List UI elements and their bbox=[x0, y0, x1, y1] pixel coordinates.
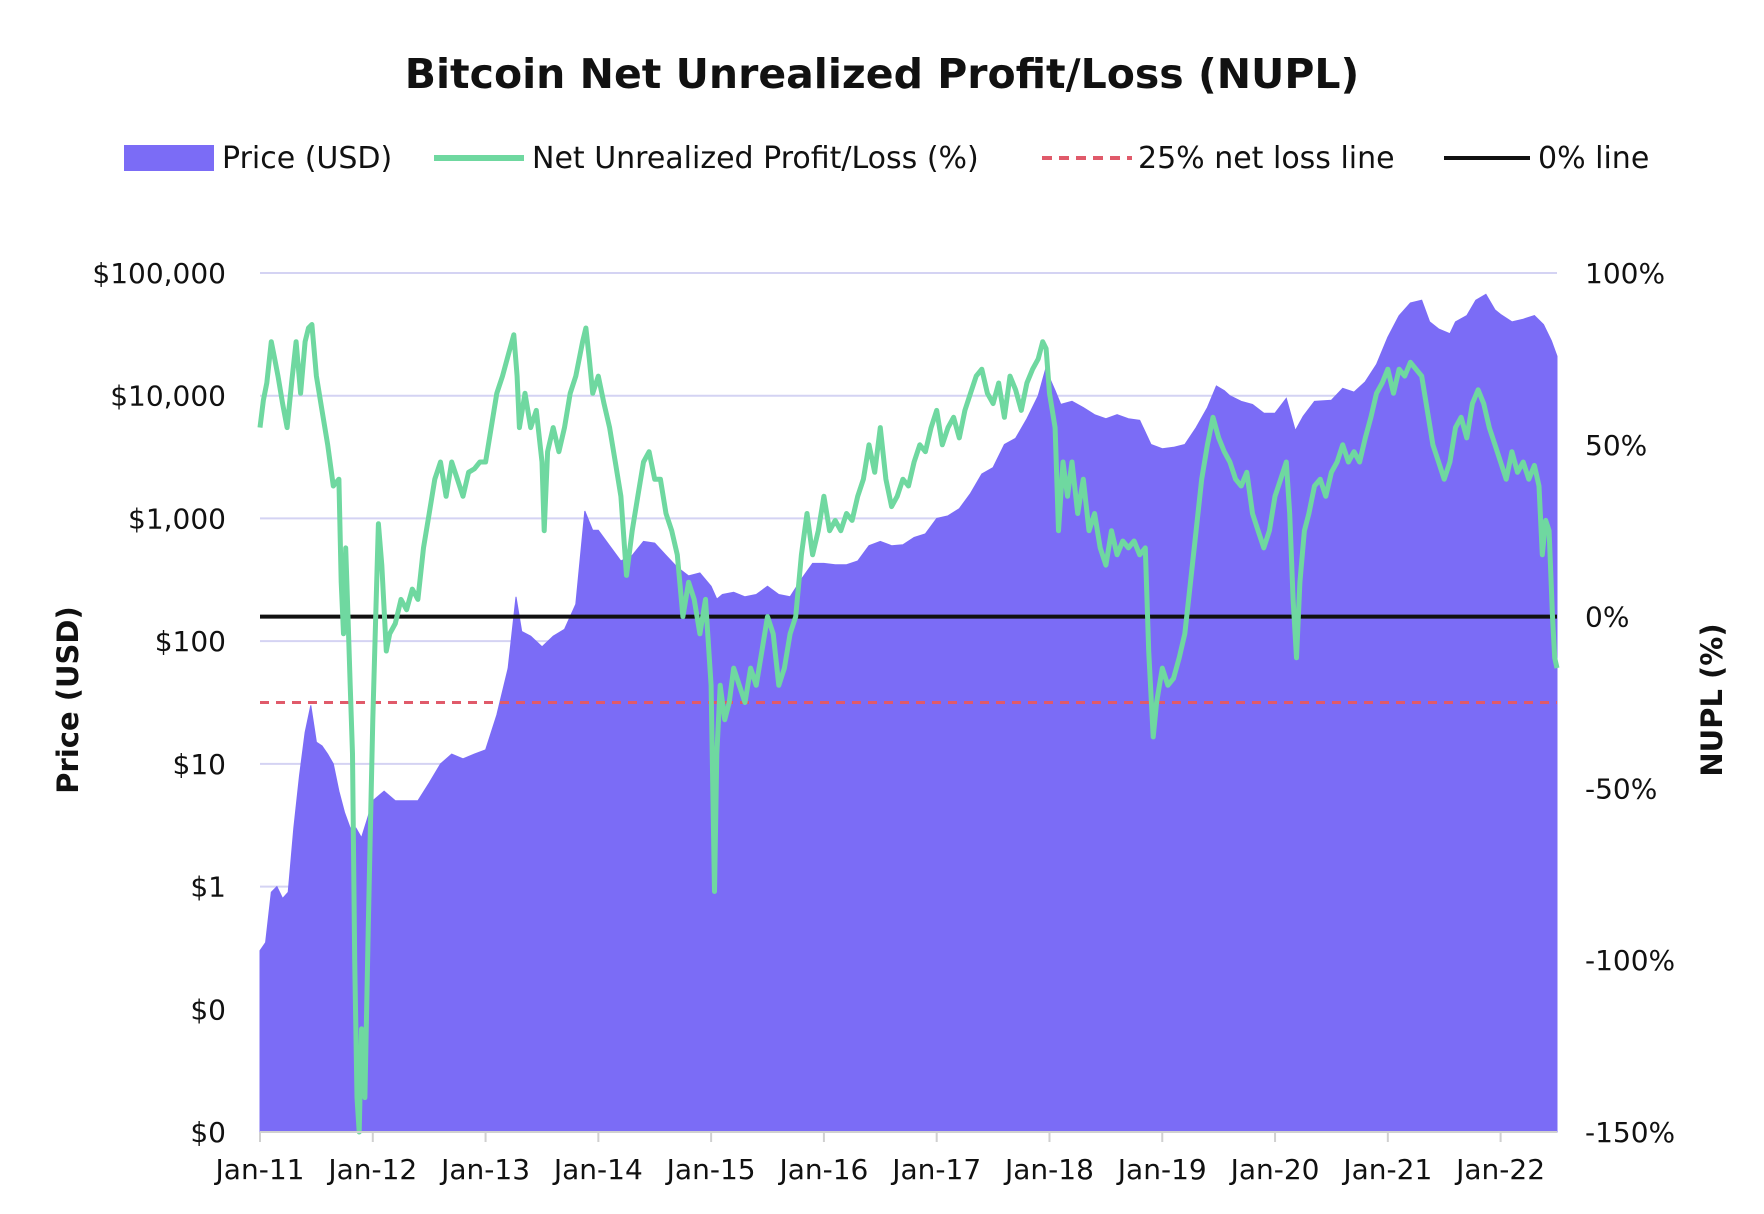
nupl-line-layer bbox=[257, 322, 1560, 1135]
y-right-tick-label: 100% bbox=[1585, 257, 1665, 290]
legend-price-label: Price (USD) bbox=[222, 141, 392, 176]
legend-loss-label: 25% net loss line bbox=[1138, 141, 1395, 176]
reference-lines bbox=[260, 614, 1557, 704]
x-tick-label: Jan-18 bbox=[1003, 1153, 1094, 1186]
x-tick-label: Jan-16 bbox=[777, 1153, 868, 1186]
y-left-tick-label: $10,000 bbox=[110, 380, 226, 413]
y-left-tick-label: $1,000 bbox=[128, 502, 226, 535]
y-left-axis-title: Price (USD) bbox=[51, 606, 85, 793]
y-right-tick-labels: 100% 50% 0% -50% -100% -150% bbox=[1585, 257, 1675, 1149]
legend-zero-label: 0% line bbox=[1538, 141, 1649, 176]
x-tick-label: Jan-13 bbox=[439, 1153, 530, 1186]
y-right-tick-label: -100% bbox=[1585, 944, 1675, 977]
x-tick-label: Jan-15 bbox=[665, 1153, 756, 1186]
x-tick-label: Jan-11 bbox=[214, 1153, 305, 1186]
y-left-tick-label: $100,000 bbox=[92, 257, 226, 290]
y-right-axis-title: NUPL (%) bbox=[1695, 623, 1729, 776]
legend-price-swatch bbox=[124, 145, 214, 171]
x-tick-label: Jan-21 bbox=[1341, 1153, 1432, 1186]
legend: Price (USD) Net Unrealized Profit/Loss (… bbox=[124, 141, 1649, 176]
y-right-tick-label: 0% bbox=[1585, 601, 1629, 634]
axes bbox=[259, 1131, 1557, 1142]
price-area-layer bbox=[259, 293, 1558, 1133]
x-tick-label: Jan-22 bbox=[1454, 1153, 1545, 1186]
y-right-tick-label: 50% bbox=[1585, 429, 1647, 462]
y-left-tick-label: $0 bbox=[190, 1116, 226, 1149]
x-tick-label: Jan-14 bbox=[552, 1153, 643, 1186]
x-tick-label: Jan-19 bbox=[1116, 1153, 1207, 1186]
y-left-tick-label: $0 bbox=[190, 993, 226, 1026]
y-right-tick-label: -50% bbox=[1585, 772, 1657, 805]
y-left-tick-label: $1 bbox=[190, 871, 226, 904]
x-tick-labels: Jan-11 Jan-12 Jan-13 Jan-14 Jan-15 Jan-16 Jan-… bbox=[214, 1153, 1546, 1186]
y-left-tick-label: $10 bbox=[173, 748, 226, 781]
chart-title: Bitcoin Net Unrealized Profit/Loss (NUPL… bbox=[405, 50, 1360, 98]
nupl-line bbox=[257, 322, 1560, 1135]
y-left-tick-label: $100 bbox=[155, 625, 226, 658]
legend-nupl-label: Net Unrealized Profit/Loss (%) bbox=[532, 141, 979, 176]
y-left-tick-labels: $100,000 $10,000 $1,000 $100 $10 $1 $0 $0 bbox=[92, 257, 226, 1149]
price-area bbox=[259, 293, 1558, 1133]
x-tick-label: Jan-12 bbox=[326, 1153, 417, 1186]
x-tick-label: Jan-20 bbox=[1229, 1153, 1320, 1186]
y-right-tick-label: -150% bbox=[1585, 1116, 1675, 1149]
x-tick-label: Jan-17 bbox=[890, 1153, 981, 1186]
